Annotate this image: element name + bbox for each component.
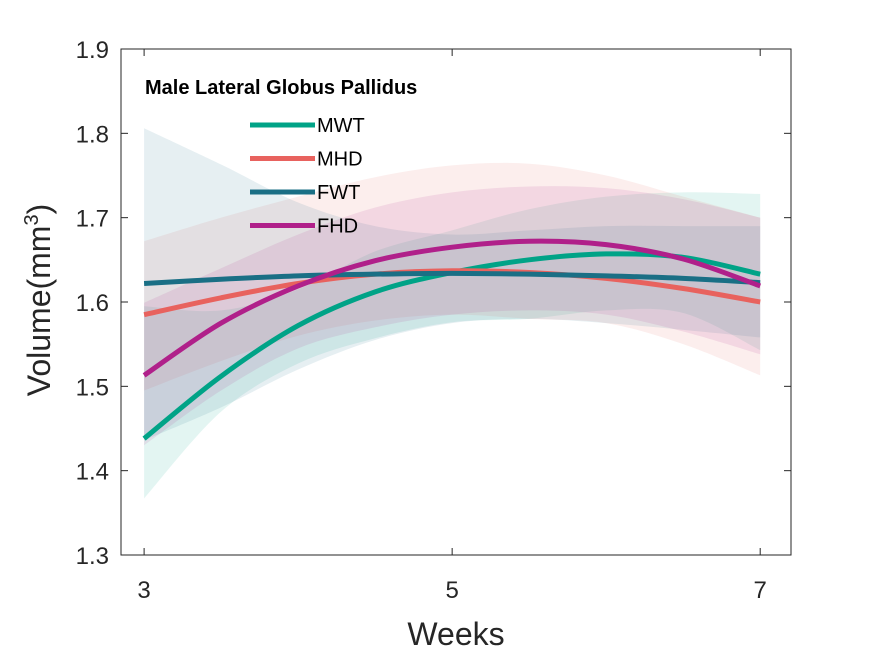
y-axis-label: Volume(mm3): [21, 204, 57, 396]
series-line-mhd: [143, 268, 761, 318]
ci-band-mhd: [144, 162, 761, 391]
x-tick-label: 7: [754, 577, 767, 604]
ci-band-fhd: [144, 186, 761, 446]
x-tick-label: 3: [137, 577, 150, 604]
y-tick-label: 1.5: [76, 374, 109, 401]
x-axis-ticks: 3 5 7: [137, 49, 767, 604]
y-axis-label-main: Volume(mm: [21, 226, 57, 397]
chart-title: Male Lateral Globus Pallidus: [145, 77, 417, 99]
y-tick-label: 1.9: [76, 37, 109, 64]
y-tick-label: 1.8: [76, 121, 109, 148]
y-axis-ticks: 1.3 1.4 1.5 1.6 1.7 1.8 1.9: [76, 37, 791, 570]
legend: MWT MHD FWT FHD: [250, 115, 365, 238]
x-axis-label: Weeks: [407, 616, 504, 652]
y-tick-label: 1.7: [76, 206, 109, 233]
y-tick-label: 1.6: [76, 290, 109, 317]
y-axis-label-superscript: 3: [21, 214, 43, 225]
legend-label-fhd: FHD: [317, 216, 358, 238]
ci-band-mwt: [144, 192, 761, 499]
legend-label-mhd: MHD: [317, 149, 363, 171]
y-tick-label: 1.4: [76, 459, 109, 486]
y-axis-label-close: ): [21, 204, 57, 215]
y-tick-label: 1.3: [76, 543, 109, 570]
confidence-bands: [144, 128, 761, 499]
legend-label-mwt: MWT: [317, 115, 365, 137]
series-line-fhd: [142, 238, 762, 378]
series-line-fwt: [143, 270, 761, 286]
legend-label-fwt: FWT: [317, 182, 360, 204]
x-tick-label: 5: [445, 577, 458, 604]
ci-band-fwt: [144, 128, 761, 441]
series-lines: [142, 238, 762, 441]
